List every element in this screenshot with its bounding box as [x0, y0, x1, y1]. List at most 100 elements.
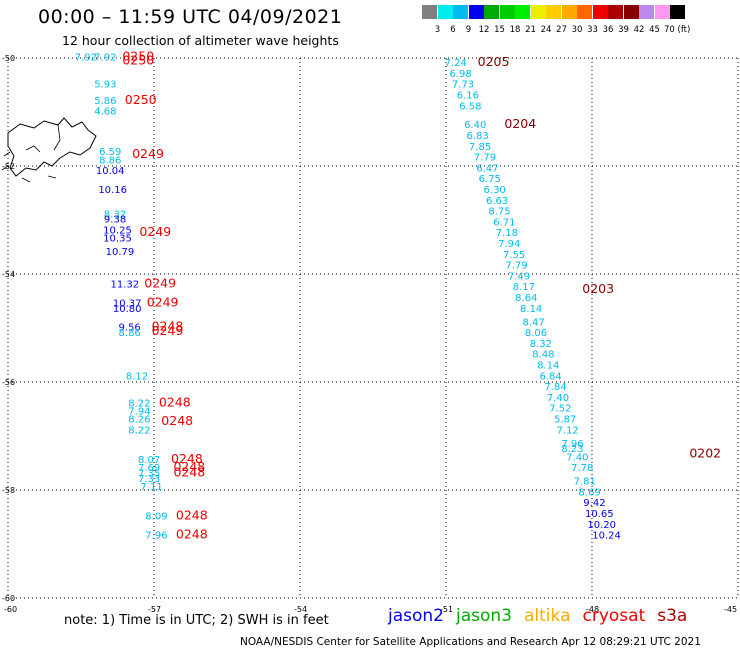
color-scale-label: 12: [478, 25, 490, 35]
swh-value: 6.71: [493, 217, 515, 228]
color-swatch: [484, 5, 499, 19]
swh-value: 6.58: [459, 101, 481, 112]
swh-value: 7.40: [547, 393, 569, 404]
lon-tick-label: -57: [148, 605, 161, 614]
color-scale-label: 39: [618, 25, 629, 35]
swh-value: 8.07: [138, 455, 160, 466]
lon-tick-label: -51: [440, 605, 453, 614]
swh-value: 6.84: [540, 371, 562, 382]
swh-value: 8.69: [578, 487, 600, 498]
color-swatch: [437, 5, 453, 19]
color-swatch: [422, 5, 437, 19]
color-scale-label: 33: [587, 25, 598, 35]
lat-tick-label: -60: [2, 594, 15, 603]
pass-time-label: 0249: [139, 224, 171, 239]
credit-line: NOAA/NESDIS Center for Satellite Applica…: [240, 636, 701, 648]
color-swatch: [639, 5, 654, 19]
swh-value: 7.92: [75, 53, 97, 64]
swh-value: 7.35: [138, 469, 160, 480]
swh-value: 8.32: [104, 209, 126, 220]
swh-value: 10.20: [587, 520, 616, 531]
swh-value: 7.33: [138, 474, 160, 485]
swh-value: 10.04: [96, 166, 125, 177]
pass-time-label: 0248: [152, 319, 184, 334]
swh-value: 7.73: [452, 80, 474, 91]
pass-time-label: 0249: [152, 323, 184, 338]
lon-tick-label: -60: [4, 605, 17, 614]
swh-value: 7.12: [557, 425, 579, 436]
pass-time-label: 0248: [173, 465, 205, 480]
swh-value: 10.79: [106, 247, 135, 258]
falkland-islands-coastline: [1, 117, 97, 183]
color-swatch: [670, 5, 685, 19]
swh-value: 7.94: [128, 406, 150, 417]
page-subtitle: 12 hour collection of altimeter wave hei…: [62, 33, 339, 48]
pass-time-label: 0203: [582, 281, 614, 296]
swh-value: 6.83: [467, 131, 489, 142]
swh-value: 8.48: [532, 350, 554, 361]
color-scale-label: 21: [525, 25, 536, 35]
color-scale-label: 24: [540, 25, 552, 35]
legend-item-s3a: s3a: [657, 606, 688, 626]
pass-time-label: 0205: [478, 54, 510, 69]
lon-tick-label: -45: [724, 605, 737, 614]
swh-value: 7.79: [474, 153, 496, 164]
swh-value: 6.59: [99, 147, 121, 158]
swh-value: 10.35: [103, 234, 132, 245]
units-note: note: 1) Time is in UTC; 2) SWH is in fe…: [64, 613, 329, 628]
swh-value: 6.30: [484, 185, 506, 196]
swh-value: 8.17: [513, 282, 535, 293]
swh-value: 10.24: [592, 531, 621, 542]
legend-item-altika: altika: [524, 606, 571, 626]
legend-item-jason2: jason2: [388, 606, 444, 626]
swh-value: 8.09: [145, 512, 167, 523]
lat-tick-label: -50: [2, 54, 15, 63]
pass-time-label: 0250: [125, 92, 157, 107]
pass-time-labels: 0250025002500249024902490249024802490248…: [122, 49, 721, 542]
color-swatch: [592, 5, 608, 19]
swh-value: 8.22: [128, 398, 150, 409]
color-scale-label: 30: [571, 25, 583, 35]
swh-value: 8.32: [530, 339, 552, 350]
pass-time-label: 0250: [122, 49, 154, 64]
swh-value: 6.63: [486, 196, 508, 207]
axis-labels: -50 -52 -54 -56 -58 -60 -60 -57 -54 -51 -48 -45: [2, 54, 737, 614]
swh-value: 7.79: [505, 261, 527, 272]
swh-value: 8.14: [520, 304, 542, 315]
pass-time-label: 0249: [147, 294, 179, 309]
pass-time-label: 0249: [132, 146, 164, 161]
color-scale-label: 42: [633, 25, 645, 35]
pass-time-label: 0248: [176, 527, 208, 542]
swh-value: 4.68: [94, 107, 116, 118]
swh-value: 7.96: [145, 531, 167, 542]
color-swatch: [468, 5, 484, 19]
color-scale-label: 15: [494, 25, 505, 35]
swh-value: 8.14: [537, 361, 559, 372]
satellite-legend: jason2 jason3 altika cryosat s3a: [388, 606, 699, 626]
swh-value: 10.80: [113, 304, 142, 315]
color-scale-label: 45: [649, 25, 660, 35]
pass-time-label: 0248: [176, 508, 208, 523]
pass-time-label: 0202: [689, 446, 721, 461]
swh-value: 6.98: [449, 69, 471, 80]
swh-value: 10.16: [98, 185, 127, 196]
pass-time-label: 0248: [173, 459, 205, 474]
lon-tick-label: -48: [586, 605, 599, 614]
pass-time-label: 0250: [122, 52, 154, 67]
color-swatch: [654, 5, 670, 19]
lon-tick-label: -54: [294, 605, 307, 614]
pass-time-label: 0248: [171, 451, 203, 466]
swh-value: 9.56: [119, 323, 141, 334]
swh-value: 8.75: [488, 207, 510, 218]
legend-item-jason3: jason3: [456, 606, 512, 626]
swh-value: 7.78: [571, 463, 593, 474]
swh-value: 7.69: [138, 463, 160, 474]
pass-time-label: 0204: [504, 116, 536, 131]
pass-time-label: 0248: [159, 394, 191, 409]
color-swatch: [499, 5, 515, 19]
color-swatch: [530, 5, 546, 19]
color-scale-label: 9: [465, 25, 472, 35]
swh-value: 6.40: [464, 120, 486, 131]
swh-value: 7.24: [445, 58, 467, 69]
